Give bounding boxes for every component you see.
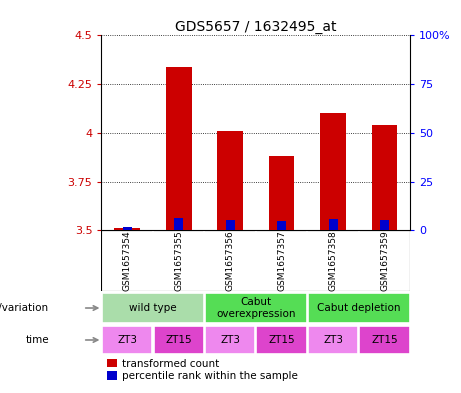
Bar [217,131,243,230]
Bar [123,228,132,230]
Bar [114,228,140,230]
Text: Cabut depletion: Cabut depletion [317,303,401,313]
Bar [320,113,346,230]
Text: GSM1657356: GSM1657356 [225,230,235,291]
Text: Cabut
overexpression: Cabut overexpression [216,297,296,319]
FancyBboxPatch shape [102,293,204,323]
Text: ZT3: ZT3 [323,335,343,345]
Text: GSM1657359: GSM1657359 [380,230,389,291]
Text: genotype/variation: genotype/variation [0,303,49,313]
Bar [329,219,337,230]
FancyBboxPatch shape [205,326,255,354]
FancyBboxPatch shape [360,326,410,354]
Title: GDS5657 / 1632495_at: GDS5657 / 1632495_at [175,20,337,34]
Text: GSM1657357: GSM1657357 [277,230,286,291]
Bar [372,125,397,230]
Text: GSM1657358: GSM1657358 [329,230,337,291]
Text: GSM1657355: GSM1657355 [174,230,183,291]
Bar [380,220,389,230]
FancyBboxPatch shape [154,326,204,354]
Bar [174,218,183,230]
FancyBboxPatch shape [308,293,410,323]
Text: GSM1657354: GSM1657354 [123,230,132,291]
Text: ZT15: ZT15 [165,335,192,345]
Bar [269,156,295,230]
Text: time: time [25,335,49,345]
FancyBboxPatch shape [256,326,307,354]
Bar [166,66,191,230]
FancyBboxPatch shape [102,326,152,354]
Text: ZT15: ZT15 [268,335,295,345]
Text: wild type: wild type [129,303,177,313]
Bar [225,220,235,230]
Text: ZT15: ZT15 [371,335,398,345]
Text: ZT3: ZT3 [220,335,240,345]
Bar [277,220,286,230]
Legend: transformed count, percentile rank within the sample: transformed count, percentile rank withi… [106,358,298,381]
Text: ZT3: ZT3 [117,335,137,345]
FancyBboxPatch shape [205,293,307,323]
FancyBboxPatch shape [308,326,358,354]
